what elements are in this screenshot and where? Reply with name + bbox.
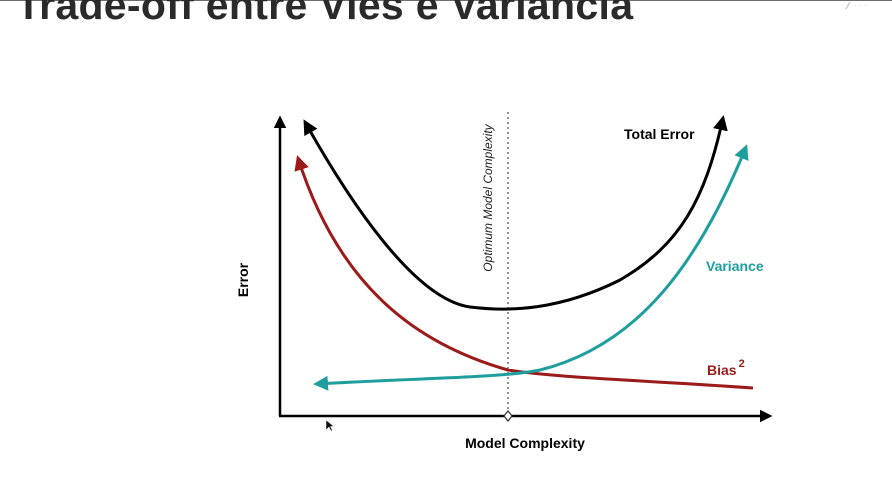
corner-logo-icon: · · · xyxy=(845,1,866,10)
bias-label-superscript: 2 xyxy=(739,358,745,370)
mouse-cursor-icon xyxy=(325,419,335,432)
total-error-curve xyxy=(303,115,728,311)
variance-curve xyxy=(313,144,749,391)
optimum-marker-icon xyxy=(503,410,513,422)
bias-label: Bias 2 xyxy=(707,358,745,378)
y-axis-label: Error xyxy=(235,262,251,297)
svg-text:· · ·: · · · xyxy=(854,1,866,10)
total-error-label: Total Error xyxy=(624,126,695,142)
bias-label-text: Bias xyxy=(707,362,737,378)
optimum-label: Optimum Model Complexity xyxy=(481,123,495,271)
variance-label: Variance xyxy=(706,258,764,274)
slide-top-border xyxy=(0,0,892,1)
slide-title: Trade-off entre Viés e Variância xyxy=(16,0,634,28)
x-axis-label: Model Complexity xyxy=(465,435,585,451)
bias-curve xyxy=(294,155,754,390)
